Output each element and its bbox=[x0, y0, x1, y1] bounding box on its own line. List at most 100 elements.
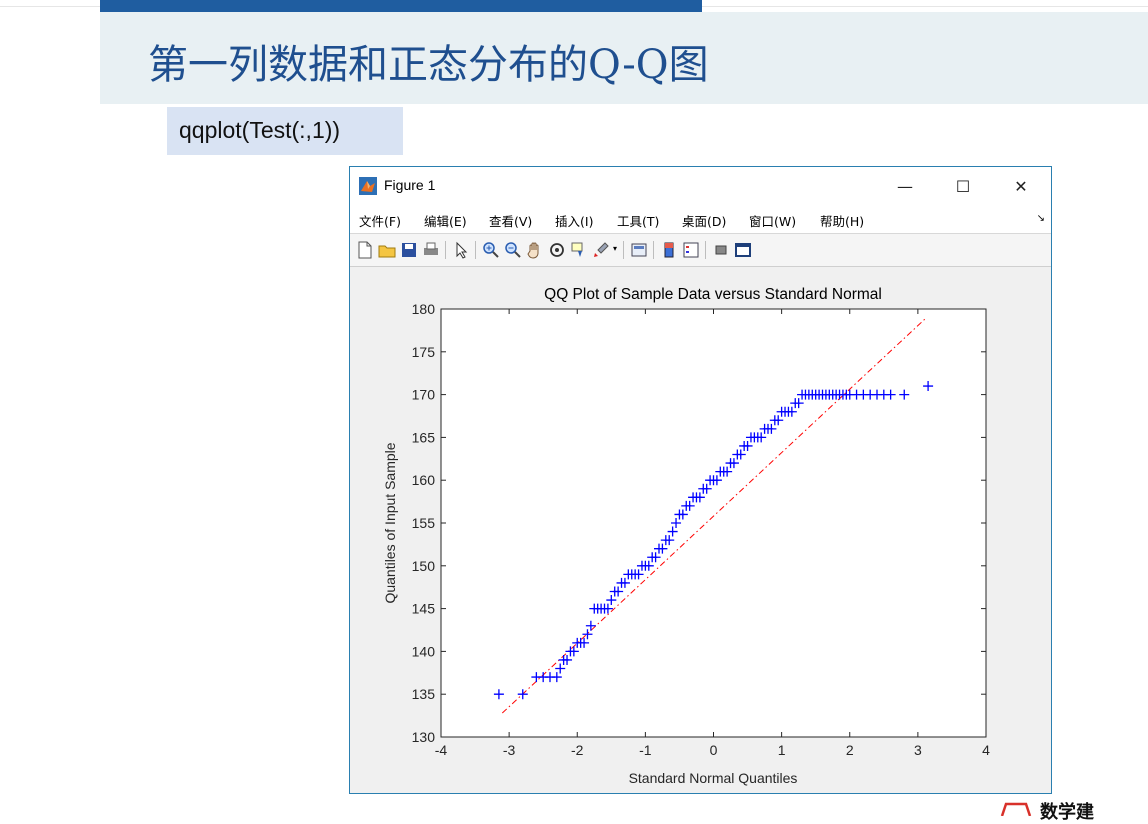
qq-point bbox=[711, 475, 722, 486]
figure-toolbar: ▾ bbox=[350, 234, 1051, 267]
menu-help[interactable]: 帮助(H) bbox=[820, 214, 865, 229]
qq-point bbox=[667, 526, 678, 537]
pointer-icon[interactable] bbox=[451, 240, 471, 260]
toolbar-separator bbox=[653, 241, 654, 259]
slide-top-accent-bar bbox=[100, 0, 702, 12]
qq-point bbox=[613, 586, 624, 597]
qq-point bbox=[677, 509, 688, 520]
qq-point bbox=[602, 603, 613, 614]
axis-ticks: -4 -3 -2 -1 0 1 2 3 4 130 135 140 145 150 155 160 165 170… bbox=[412, 301, 990, 758]
link-plot-icon[interactable] bbox=[629, 240, 649, 260]
pan-hand-icon[interactable] bbox=[525, 240, 545, 260]
save-icon[interactable] bbox=[399, 240, 419, 260]
window-titlebar[interactable]: Figure 1 — ☐ ✕ bbox=[350, 167, 1051, 205]
watermark-logo-icon bbox=[1000, 802, 1032, 816]
menu-file[interactable]: 文件(F) bbox=[359, 214, 401, 229]
x-tick-label: 2 bbox=[846, 742, 854, 758]
qq-point bbox=[606, 595, 617, 606]
qq-point bbox=[633, 569, 644, 580]
zoom-in-icon[interactable] bbox=[481, 240, 501, 260]
legend-icon[interactable] bbox=[681, 240, 701, 260]
qq-point bbox=[722, 466, 733, 477]
menu-dock-arrow-icon[interactable]: ↘ bbox=[1036, 213, 1045, 224]
qq-point bbox=[657, 543, 668, 554]
menu-desktop[interactable]: 桌面(D) bbox=[682, 214, 727, 229]
data-points bbox=[493, 381, 934, 700]
qq-point bbox=[899, 389, 910, 400]
qq-point bbox=[555, 663, 566, 674]
x-tick-label: -3 bbox=[503, 742, 516, 758]
x-tick-label: -1 bbox=[639, 742, 652, 758]
y-tick-label: 145 bbox=[412, 601, 436, 617]
toolbar-separator bbox=[623, 241, 624, 259]
data-cursor-icon[interactable] bbox=[569, 240, 589, 260]
menu-edit[interactable]: 编辑(E) bbox=[424, 214, 467, 229]
rotate-3d-icon[interactable] bbox=[547, 240, 567, 260]
qq-point bbox=[650, 552, 661, 563]
menu-insert[interactable]: 插入(I) bbox=[555, 214, 594, 229]
qq-point bbox=[742, 440, 753, 451]
qq-point bbox=[551, 672, 562, 683]
show-plot-tools-icon[interactable] bbox=[733, 240, 753, 260]
minimize-button[interactable]: — bbox=[897, 176, 913, 196]
qq-point bbox=[756, 432, 767, 443]
colorbar-icon[interactable] bbox=[659, 240, 679, 260]
open-folder-icon[interactable] bbox=[377, 240, 397, 260]
qq-point bbox=[885, 389, 896, 400]
qq-point bbox=[694, 492, 705, 503]
watermark-text: 数学建 bbox=[1040, 802, 1094, 823]
menu-bar: 文件(F) 编辑(E) 查看(V) 插入(I) 工具(T) 桌面(D) 窗口(W… bbox=[350, 205, 1051, 234]
matlab-figure-window: Figure 1 — ☐ ✕ 文件(F) 编辑(E) 查看(V) 插入(I) 工… bbox=[349, 166, 1052, 794]
qq-point bbox=[517, 689, 528, 700]
close-button[interactable]: ✕ bbox=[1014, 176, 1028, 196]
axes-box[interactable] bbox=[440, 308, 987, 738]
normal-reference-line bbox=[501, 318, 926, 714]
toolbar-separator bbox=[475, 241, 476, 259]
qq-point bbox=[619, 577, 630, 588]
x-tick-label: 1 bbox=[778, 742, 786, 758]
y-tick-label: 165 bbox=[412, 429, 436, 445]
qq-point bbox=[923, 381, 934, 392]
menu-tools[interactable]: 工具(T) bbox=[617, 214, 660, 229]
toolbar-separator bbox=[705, 241, 706, 259]
qq-point bbox=[664, 535, 675, 546]
y-tick-label: 175 bbox=[412, 344, 436, 360]
qq-point bbox=[786, 406, 797, 417]
qq-point bbox=[579, 637, 590, 648]
y-tick-label: 130 bbox=[412, 729, 436, 745]
code-snippet-box: qqplot(Test(:,1)) bbox=[167, 107, 403, 155]
qq-point bbox=[735, 449, 746, 460]
hide-plot-tools-icon[interactable] bbox=[711, 240, 731, 260]
brush-dropdown-icon[interactable]: ▾ bbox=[613, 244, 618, 253]
slide-title: 第一列数据和正态分布的Q-Q图 bbox=[148, 42, 709, 88]
menu-view[interactable]: 查看(V) bbox=[489, 214, 533, 229]
y-tick-label: 155 bbox=[412, 515, 436, 531]
x-tick-label: 4 bbox=[982, 742, 990, 758]
toolbar-separator bbox=[445, 241, 446, 259]
menu-window[interactable]: 窗口(W) bbox=[749, 214, 797, 229]
qq-point bbox=[493, 689, 504, 700]
qq-point bbox=[773, 415, 784, 426]
qq-point bbox=[766, 423, 777, 434]
y-tick-label: 170 bbox=[412, 387, 436, 403]
qq-point bbox=[585, 620, 596, 631]
new-file-icon[interactable] bbox=[355, 240, 375, 260]
qq-point bbox=[582, 629, 593, 640]
qq-point bbox=[562, 654, 573, 665]
maximize-button[interactable]: ☐ bbox=[955, 176, 971, 196]
y-tick-label: 140 bbox=[412, 643, 436, 659]
qq-point bbox=[643, 560, 654, 571]
x-axis-label: Standard Normal Quantiles bbox=[629, 770, 798, 786]
y-tick-label: 180 bbox=[412, 301, 436, 317]
brush-icon[interactable] bbox=[591, 240, 611, 260]
slide-title-band: 第一列数据和正态分布的Q-Q图 bbox=[100, 12, 1148, 104]
plot-title: QQ Plot of Sample Data versus Standard N… bbox=[544, 286, 882, 303]
print-icon[interactable] bbox=[421, 240, 441, 260]
window-title: Figure 1 bbox=[384, 177, 436, 193]
qq-point bbox=[793, 398, 804, 409]
code-snippet: qqplot(Test(:,1)) bbox=[179, 117, 341, 143]
qq-plot-canvas: QQ Plot of Sample Data versus Standard N… bbox=[350, 267, 1051, 793]
x-tick-label: 0 bbox=[710, 742, 718, 758]
y-tick-label: 160 bbox=[412, 472, 436, 488]
zoom-out-icon[interactable] bbox=[503, 240, 523, 260]
